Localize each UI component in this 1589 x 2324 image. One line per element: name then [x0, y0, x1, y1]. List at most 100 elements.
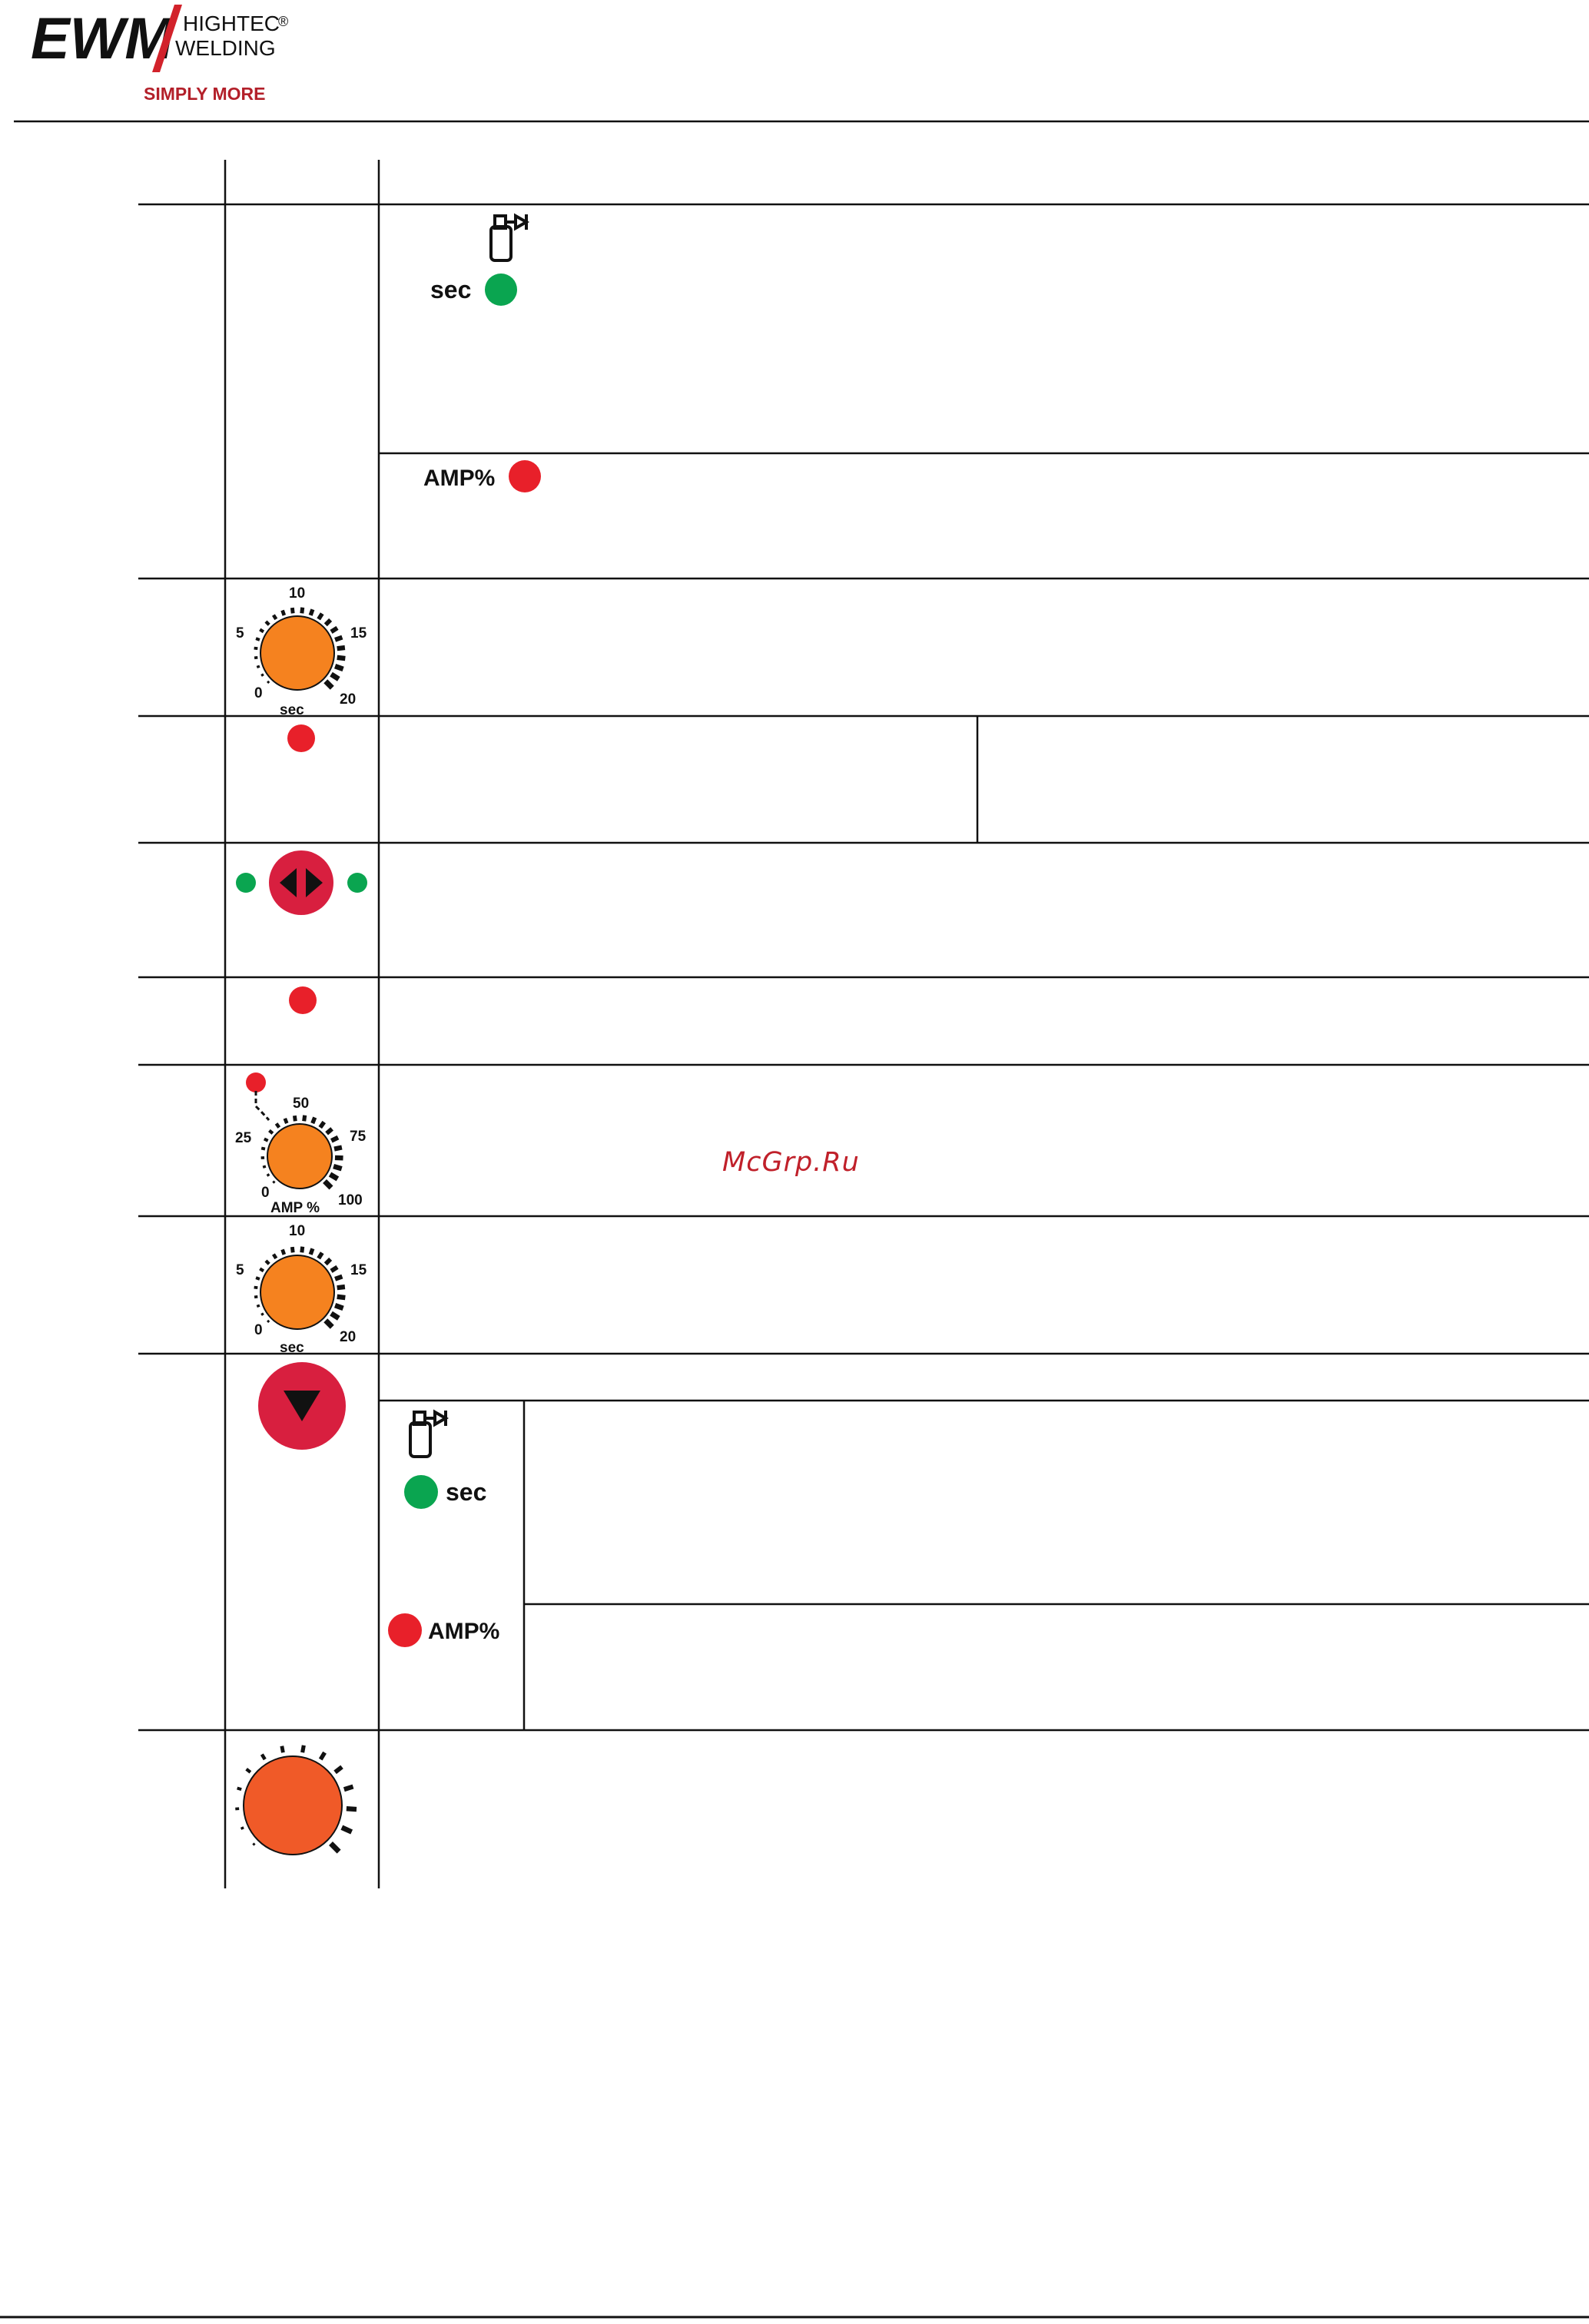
main-control-knob[interactable] [235, 1745, 357, 1855]
dial-tick-mark [330, 1843, 339, 1852]
watermark-text: McGrp.Ru [722, 1147, 860, 1178]
dial-tick-label: 15 [350, 1262, 367, 1278]
dial-tick-mark [302, 608, 303, 614]
logo-line1: HIGHTEC [183, 12, 280, 35]
logo-tagline: SIMPLY MORE [144, 84, 265, 104]
knob-body [260, 1255, 334, 1329]
dial-tick-mark [335, 1767, 342, 1772]
dial-tick-mark [335, 1277, 342, 1279]
time-dial-knob[interactable]: 10 5 15 0 20 sec [236, 1223, 367, 1356]
dial-tick-mark [266, 622, 269, 625]
dial-tick-label: 10 [289, 1223, 305, 1239]
dial-tick-mark [337, 1287, 345, 1288]
ewm-logo: EWM HIGHTEC ® WELDING SIMPLY MORE [31, 5, 288, 104]
dial-tick-mark [257, 666, 260, 667]
dial-tick-mark [331, 1267, 337, 1271]
amp-percent-dial-knob[interactable]: 50 25 75 0 100 AMP % [235, 1072, 367, 1216]
red-led-indicator [509, 460, 541, 492]
time-dial-knob[interactable]: 10 5 15 0 20 sec [236, 585, 367, 718]
dial-tick-mark [333, 1166, 342, 1169]
dial-tick-mark [261, 675, 264, 676]
dial-tick-mark [327, 1129, 332, 1133]
dial-tick-mark [257, 1305, 260, 1306]
dial-tick-mark [326, 1321, 332, 1327]
gas-cylinder-icon [491, 214, 526, 260]
dial-tick-mark [266, 1261, 269, 1264]
dial-tick-mark [330, 1175, 338, 1179]
dial-tick-mark [331, 628, 337, 632]
green-led-right [347, 873, 367, 893]
dial-unit-label: AMP % [270, 1200, 320, 1216]
dial-tick-label: 0 [254, 1322, 263, 1338]
dial-tick-label: 5 [236, 625, 244, 642]
dial-tick-mark [237, 1788, 242, 1789]
dial-tick-label: 50 [293, 1096, 309, 1112]
dial-tick-mark [335, 1305, 343, 1308]
dial-tick-mark [344, 1787, 353, 1790]
dial-tick-label: 20 [340, 1329, 356, 1345]
table-grid [138, 160, 1589, 1888]
dial-tick-label: 0 [254, 685, 263, 701]
dial-unit-label: sec [280, 1340, 304, 1356]
dial-tick-mark [310, 1248, 313, 1255]
row-gas-postflow: sec AMP% [388, 1411, 499, 1647]
dial-tick-label: 15 [350, 625, 367, 642]
dial-tick-mark [303, 1745, 304, 1752]
dial-tick-mark [274, 1255, 276, 1258]
dial-tick-label: 10 [289, 585, 305, 602]
dial-tick-mark [256, 638, 260, 640]
dial-tick-mark [283, 1249, 284, 1254]
red-led-indicator [388, 1613, 422, 1647]
sec-label: sec [430, 276, 471, 303]
green-led-indicator [404, 1475, 438, 1509]
dial-tick-mark [267, 1175, 269, 1176]
left-right-select-button[interactable] [269, 850, 333, 915]
dial-tick-mark [331, 675, 339, 679]
dial-tick-mark [326, 1259, 330, 1264]
dial-tick-mark [260, 1268, 264, 1271]
dial-tick-mark [292, 1247, 293, 1252]
dial-tick-mark [264, 1139, 268, 1140]
dial-tick-label: 0 [261, 1185, 270, 1201]
dial-tick-label: 100 [338, 1192, 363, 1208]
dial-tick-mark [304, 1116, 305, 1122]
dial-tick-mark [313, 1117, 315, 1123]
dial-tick-label: 75 [350, 1129, 367, 1145]
red-led-indicator [289, 986, 317, 1014]
dial-tick-mark [261, 1314, 264, 1315]
gas-cylinder-icon [410, 1411, 446, 1457]
dial-tick-mark [335, 638, 342, 640]
dial-tick-mark [347, 1808, 357, 1809]
green-led-indicator [485, 274, 517, 306]
dial-tick-mark [263, 1166, 266, 1167]
amp-percent-label: AMP% [428, 1619, 499, 1644]
sec-label: sec [446, 1478, 486, 1506]
dial-tick-mark [254, 648, 258, 649]
logo-brand: EWM [31, 6, 174, 71]
dial-tick-mark [267, 1321, 269, 1322]
dial-tick-mark [267, 681, 269, 683]
down-select-button[interactable] [258, 1362, 346, 1450]
dial-tick-mark [342, 1828, 352, 1832]
dial-tick-mark [337, 1297, 346, 1298]
dial-tick-mark [269, 1130, 272, 1133]
dial-tick-mark [334, 1147, 342, 1149]
dial-tick-mark [326, 620, 330, 625]
dial-tick-label: 25 [235, 1130, 252, 1146]
green-led-left [236, 873, 256, 893]
dial-tick-mark [247, 1769, 250, 1772]
dial-tick-mark [326, 681, 332, 688]
dial-tick-mark [256, 1278, 260, 1279]
dial-tick-mark [292, 608, 293, 613]
dial-tick-mark [294, 1116, 295, 1121]
logo-registered: ® [278, 14, 288, 29]
dial-tick-mark [282, 1746, 284, 1752]
dial-tick-mark [262, 1755, 265, 1760]
led-connector [256, 1091, 269, 1120]
red-led-indicator [246, 1072, 266, 1092]
knob-body [244, 1756, 342, 1855]
row-selector [236, 850, 367, 915]
knob-body [260, 616, 334, 690]
dial-unit-label: sec [280, 702, 304, 718]
dial-tick-mark [335, 666, 343, 669]
